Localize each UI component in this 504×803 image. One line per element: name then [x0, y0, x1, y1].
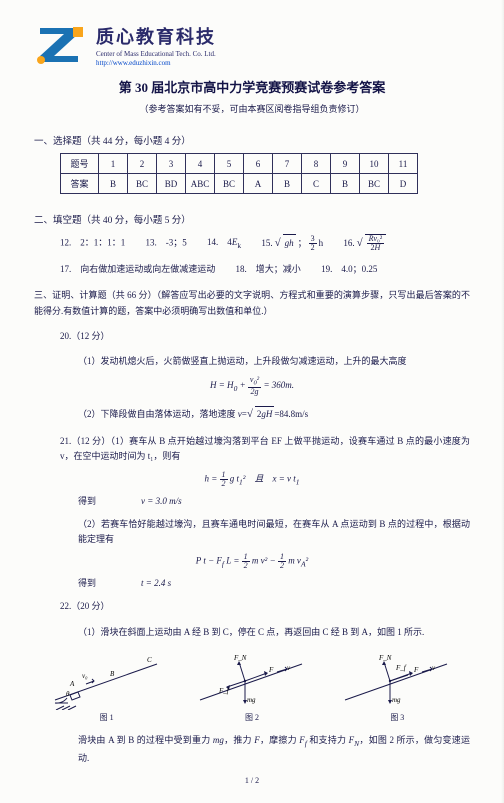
q21-eq3: P t − Ff L = 12 m v² − 12 m vA²: [34, 553, 470, 570]
q22-1: （1）滑块在斜面上运动由 A 经 B 到 C，停在 C 点，再返回由 C 经 B…: [78, 625, 470, 640]
q-num: 11: [389, 154, 418, 174]
page-title: 第 30 届北京市高中力学竞赛预赛试卷参考答案: [34, 77, 470, 96]
q-ans: BD: [157, 174, 186, 194]
q20-eq1: H = H0 + v0²2g = 360m.: [34, 376, 470, 396]
item-15: 15. gh ； 32 h: [261, 234, 323, 252]
item-13: 13. -3；5: [146, 237, 187, 247]
q-ans: BC: [360, 174, 389, 194]
page-number: 1 / 2: [34, 776, 470, 785]
q20-1: （1）发动机熄火后，火箭做竖直上抛运动，上升段做匀减速运动，上升的最大高度: [78, 354, 470, 369]
logo: [34, 22, 86, 66]
q-num: 2: [128, 154, 157, 174]
q-num: 4: [186, 154, 215, 174]
svg-text:B: B: [110, 670, 115, 678]
q-ans: ABC: [186, 174, 215, 194]
svg-text:mg: mg: [392, 696, 401, 704]
q21-head: 21.（12 分）（1）赛车从 B 点开始越过壕沟落到平台 EF 上做平抛运动，…: [60, 434, 470, 465]
svg-text:F: F: [268, 666, 274, 674]
item-12: 12. 2：1：1：1: [60, 237, 125, 247]
q21-2: （2）若赛车恰好能越过壕沟，且赛车通电时间最短，在赛车从 A 点运动到 B 点的…: [78, 517, 470, 548]
svg-text:F_N: F_N: [378, 654, 392, 662]
q-ans: B: [99, 174, 128, 194]
q-num: 5: [215, 154, 244, 174]
q-ans: B: [331, 174, 360, 194]
q-num: 1: [99, 154, 128, 174]
section-1-head: 一、选择题（共 44 分，每小题 4 分）: [34, 133, 470, 147]
q-num: 10: [360, 154, 389, 174]
q-num: 7: [273, 154, 302, 174]
svg-text:F_f: F_f: [218, 687, 230, 695]
item-16: 16. Rv₀²2H: [343, 234, 386, 252]
q-ans: BC: [128, 174, 157, 194]
org-cn: 质心教育科技: [96, 23, 216, 49]
q21-eq1: h = 12 g t1² 且 x = v t1: [34, 471, 470, 488]
section-3-head: 三、证明、计算题（共 66 分）（解答应写出必要的文字说明、方程式和重要的演算步…: [34, 288, 470, 319]
subtitle: （参考答案如有不妥，可由本赛区阅卷指导组负责修订）: [34, 102, 470, 115]
item-18: 18. 增大；减小: [236, 264, 301, 274]
q-ans: D: [389, 174, 418, 194]
q21-get-row-2: 得到 t = 2.4 s: [78, 576, 470, 589]
svg-text:mg: mg: [247, 696, 256, 704]
figures-row: θ v₀ A B C 图 1 F_N F F_f: [34, 648, 470, 723]
q-num: 6: [244, 154, 273, 174]
svg-text:F_N: F_N: [233, 654, 247, 662]
item-17: 17. 向右做加速运动或向左做减速运动: [60, 264, 215, 274]
org-en: Center of Mass Educational Tech. Co. Ltd…: [96, 50, 216, 58]
svg-text:F: F: [413, 666, 419, 674]
q22-tail: 滑块由 A 到 B 的过程中受到重力 mg，推力 F，摩擦力 Ff 和支持力 F…: [78, 733, 470, 766]
q-num: 8: [302, 154, 331, 174]
svg-text:C: C: [147, 656, 152, 664]
q20-head: 20.（12 分）: [60, 329, 470, 344]
item-14: 14. 4Ek: [207, 237, 241, 247]
svg-text:θ: θ: [66, 690, 70, 698]
section-2-head: 二、填空题（共 40 分，每小题 5 分）: [34, 212, 470, 226]
svg-text:A: A: [69, 680, 75, 688]
figure-3: F_N F F_f mg v 图 3: [342, 648, 452, 723]
svg-text:v₀: v₀: [82, 672, 88, 680]
q-ans: A: [244, 174, 273, 194]
svg-text:F_f: F_f: [395, 664, 407, 672]
fill-row-2: 17. 向右做加速运动或向左做减速运动 18. 增大；减小 19. 4.0；0.…: [60, 261, 470, 278]
q22-head: 22.（20 分）: [60, 599, 470, 614]
fill-row-1: 12. 2：1：1：1 13. -3；5 14. 4Ek 15. gh ； 32…: [60, 234, 470, 253]
q-ans: BC: [215, 174, 244, 194]
figure-1: θ v₀ A B C 图 1: [52, 648, 162, 723]
q-num: 9: [331, 154, 360, 174]
figure-2: F_N F F_f mg v 图 2: [197, 648, 307, 723]
q20-2: （2）下降段做自由落体运动，落地速度 v=2gH=84.8m/s: [78, 406, 470, 422]
q21-get-row: 得到 v = 3.0 m/s: [78, 494, 470, 507]
q-num: 3: [157, 154, 186, 174]
label-q: 题号: [61, 154, 99, 174]
q-ans: B: [273, 174, 302, 194]
label-a: 答案: [61, 174, 99, 194]
org-url[interactable]: http://www.eduzhixin.com: [96, 59, 216, 67]
answer-table: 题号1234567891011 答案BBCBDABCBCABCBBCD: [60, 153, 418, 194]
q-ans: C: [302, 174, 331, 194]
item-19: 19. 4.0；0.25: [321, 264, 377, 274]
